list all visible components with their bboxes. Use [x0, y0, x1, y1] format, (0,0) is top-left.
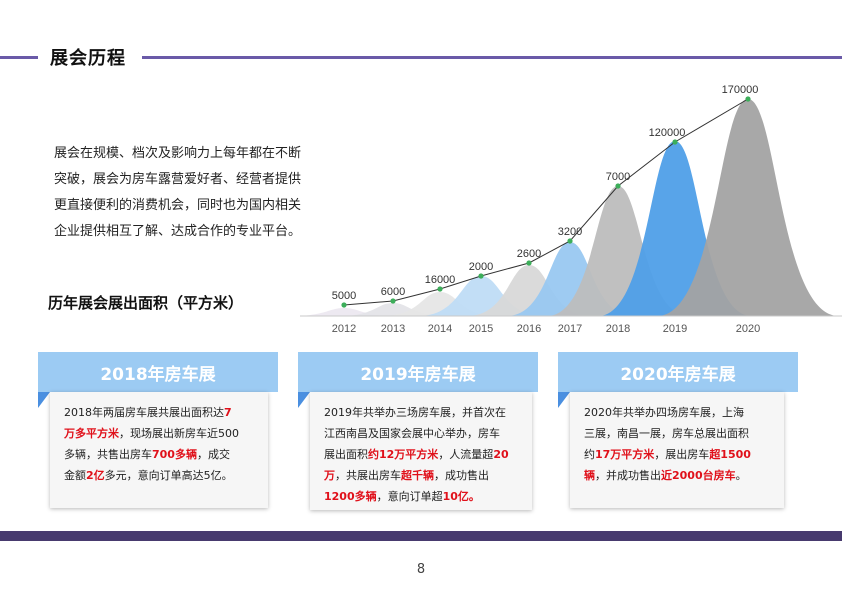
card-text-line: 多辆，共售出房车700多辆，成交 [64, 444, 256, 465]
highlight-text: 20 [493, 448, 509, 461]
card-title: 2019年房车展 [298, 352, 538, 392]
card-title: 2018年房车展 [38, 352, 278, 392]
card-text-line: 2018年两届房车展共展出面积达7 [64, 402, 256, 423]
page-title: 展会历程 [50, 48, 126, 69]
card-text: 江西南昌及国家会展中心举办，房车 [324, 427, 500, 440]
card-body: 2018年两届房车展共展出面积达7 万多平方米，现场展出新房车近500 多辆，共售出… [50, 392, 268, 508]
highlight-text: 万多平方米 [64, 427, 119, 440]
card-text-line: 展出面积约12万平方米，人流量超20 [324, 444, 520, 465]
data-label: 170000 [722, 84, 759, 96]
card-text: 2018年两届房车展共展出面积达 [64, 406, 224, 419]
card-text-line: 1200多辆，意向订单超10亿。 [324, 486, 520, 507]
x-tick-label: 2015 [469, 323, 493, 335]
card-text: ，成交 [196, 448, 230, 461]
highlight-text: 近2000台房车 [661, 469, 736, 482]
highlight-text: 10亿。 [442, 490, 480, 503]
x-tick-label: 2012 [332, 323, 356, 335]
card-text-line: 辆，并成功售出近2000台房车。 [584, 465, 772, 486]
intro-line: 展会在规模、档次及影响力上每年都在不断 [54, 146, 302, 161]
card-text-line: 金额2亿多元，意向订单高达5亿。 [64, 465, 256, 486]
data-label: 6000 [381, 286, 405, 298]
data-label: 120000 [649, 127, 686, 139]
card-text: 三展，南昌一展，房车总展出面积 [584, 427, 749, 440]
data-label: 5000 [332, 290, 356, 302]
card-text: ，意向订单超 [376, 490, 443, 503]
highlight-text: 700多辆 [152, 448, 197, 461]
card-text: ，现场展出新房车近500 [119, 427, 239, 440]
x-tick-label: 2019 [663, 323, 687, 335]
card-text: ，成功售出 [434, 469, 489, 482]
header-rule-right [142, 56, 842, 59]
footer-bar [0, 531, 842, 541]
highlight-text: 2亿 [86, 469, 105, 482]
card-text: 金额 [64, 469, 86, 482]
data-label: 16000 [425, 274, 456, 286]
card-text: 多辆，共售出房车 [64, 448, 152, 461]
data-marker [437, 286, 443, 292]
x-tick-label: 2016 [517, 323, 541, 335]
card-fold [558, 392, 570, 408]
data-marker [526, 260, 532, 266]
data-marker [567, 238, 573, 244]
data-label: 2000 [469, 261, 493, 273]
x-tick-label: 2017 [558, 323, 582, 335]
highlight-text: 万 [324, 469, 335, 482]
data-marker [745, 96, 751, 102]
data-marker [478, 273, 484, 279]
header-rule-left [0, 56, 38, 59]
card-text: ，人流量超 [438, 448, 494, 461]
card-text: 约 [584, 448, 595, 461]
data-marker [390, 298, 396, 304]
card-text: 多元，意向订单高达5亿。 [104, 469, 233, 482]
card-text: 展出面积 [324, 448, 368, 461]
data-marker [672, 139, 678, 145]
intro-line: 突破，展会为房车露营爱好者、经营者提供 [54, 172, 302, 187]
highlight-text: 约12万平方米 [368, 448, 439, 461]
page-number: 8 [416, 562, 426, 577]
highlight-text: 辆 [584, 469, 595, 482]
card-text: 2020年共举办四场房车展，上海 [584, 406, 744, 419]
intro-line: 更直接便利的消费机会，同时也为国内相关 [54, 198, 302, 213]
highlight-text: 17万平方米 [595, 448, 655, 461]
card-text: 2019年共举办三场房车展，并首次在 [324, 406, 506, 419]
card-text: ，展出房车 [654, 448, 710, 461]
data-marker [341, 302, 347, 308]
highlight-text: 超千辆 [401, 469, 434, 482]
data-label: 7000 [606, 171, 630, 183]
card-text-line: 2019年共举办三场房车展，并首次在 [324, 402, 520, 423]
card-text-line: 约17万平方米，展出房车超1500 [584, 444, 772, 465]
card-fold [298, 392, 310, 408]
card-text-line: 三展，南昌一展，房车总展出面积 [584, 423, 772, 444]
card-title: 2020年房车展 [558, 352, 798, 392]
card-text-line: 万，共展出房车超千辆，成功售出 [324, 465, 520, 486]
x-tick-label: 2013 [381, 323, 405, 335]
card-text-line: 江西南昌及国家会展中心举办，房车 [324, 423, 520, 444]
x-tick-label: 2020 [736, 323, 760, 335]
card-body: 2020年共举办四场房车展，上海 三展，南昌一展，房车总展出面积 约17万平方米，展… [570, 392, 784, 508]
chart-title: 历年展会展出面积（平方米） [48, 294, 244, 312]
x-tick-label: 2018 [606, 323, 630, 335]
card-text: ，并成功售出 [595, 469, 661, 482]
intro-paragraph: 展会在规模、档次及影响力上每年都在不断 突破，展会为房车露营爱好者、经营者提供 … [54, 141, 354, 245]
card-text: 。 [735, 469, 747, 482]
card-text-line: 万多平方米，现场展出新房车近500 [64, 423, 256, 444]
card-text: ，共展出房车 [335, 469, 401, 482]
highlight-text: 超1500 [709, 448, 751, 461]
intro-line: 企业提供相互了解、达成合作的专业平台。 [54, 224, 302, 239]
card-body: 2019年共举办三场房车展，并首次在 江西南昌及国家会展中心举办，房车 展出面积约1… [310, 392, 532, 510]
data-label: 2600 [517, 248, 541, 260]
highlight-text: 7 [224, 406, 232, 419]
data-label: 3200 [558, 226, 582, 238]
peak-2020 [658, 99, 838, 316]
card-text-line: 2020年共举办四场房车展，上海 [584, 402, 772, 423]
area-peaks-chart: 5000 2012 6000 2013 16000 2014 2000 2015 2600 201… [300, 84, 842, 335]
card-fold [38, 392, 50, 408]
highlight-text: 1200多辆 [324, 490, 377, 503]
x-tick-label: 2014 [428, 323, 452, 335]
data-marker [615, 183, 621, 189]
